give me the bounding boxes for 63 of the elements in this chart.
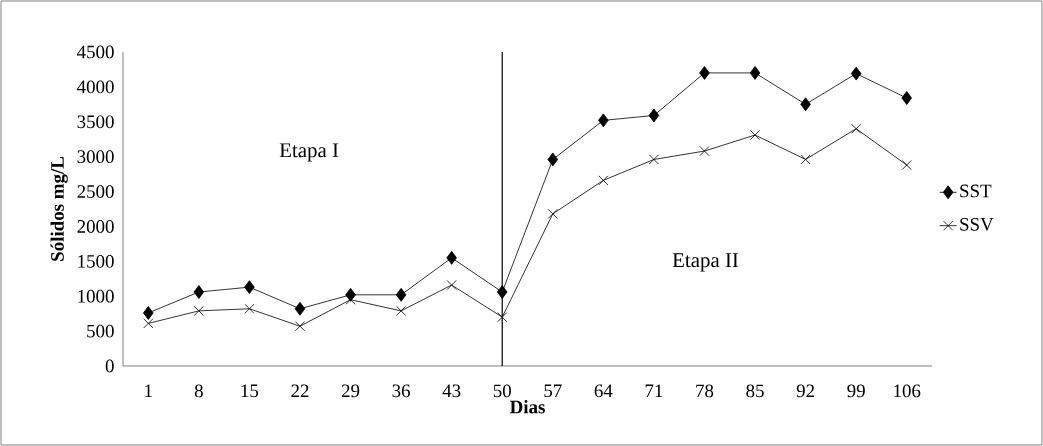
y-tick-label: 2000 (77, 220, 114, 233)
y-tick-label: 1000 (78, 289, 114, 303)
point (396, 305, 407, 316)
point (699, 66, 710, 80)
x-tick-label: 85 (746, 384, 764, 398)
point (901, 91, 912, 105)
point (193, 285, 205, 299)
y-tick-label: 3500 (77, 115, 114, 129)
x-tick-label: 50 (493, 384, 511, 398)
point (598, 113, 609, 128)
x-tick-label: 8 (194, 384, 203, 398)
x-tick-label: 22 (291, 384, 309, 398)
point (497, 312, 508, 323)
point (143, 306, 154, 320)
point (851, 123, 862, 134)
y-tick-label: 3000 (77, 150, 114, 164)
point (699, 146, 710, 157)
x-tick-label: 78 (696, 384, 714, 398)
x-tick-label: 64 (594, 384, 613, 398)
x-tick-label: 92 (796, 384, 815, 398)
point (598, 175, 609, 186)
point (749, 66, 761, 80)
point (850, 66, 862, 81)
point (648, 108, 660, 123)
x-tick-label: 57 (544, 384, 562, 398)
point (800, 154, 811, 165)
legend-label: SST (960, 184, 992, 198)
x-tick-label: 29 (341, 384, 360, 398)
annotation: Etapa I (279, 143, 339, 162)
point (648, 154, 659, 165)
point (750, 130, 761, 140)
y-axis-title: Sólidos mg/L (50, 156, 68, 261)
x-tick-label: 1 (145, 384, 152, 397)
point (294, 301, 306, 316)
x-tick-label: 71 (645, 384, 663, 397)
x-tick-label: 99 (847, 384, 865, 398)
x-tick-label: 36 (392, 384, 410, 398)
point (295, 321, 305, 332)
point (244, 280, 255, 295)
y-tick-label: 1500 (78, 254, 114, 268)
legend-label: SSV (960, 217, 994, 231)
point (446, 280, 457, 291)
point (244, 303, 255, 314)
annotation: Etapa II (672, 253, 739, 272)
x-axis-title: Dias (509, 400, 545, 414)
y-tick-label: 500 (87, 324, 114, 338)
point (345, 294, 356, 305)
y-tick-label: 4000 (77, 80, 114, 94)
x-tick-label: 15 (241, 384, 259, 398)
point (143, 318, 154, 329)
point (496, 285, 508, 299)
point (547, 152, 559, 167)
y-tick-label: 4500 (77, 45, 114, 59)
point (395, 287, 407, 302)
y-tick-label: 2500 (77, 185, 114, 198)
y-tick-label: 0 (105, 359, 114, 373)
x-tick-label: 106 (894, 384, 921, 398)
point (446, 250, 457, 265)
point (901, 160, 912, 170)
point (800, 97, 811, 112)
point (193, 305, 204, 316)
point (547, 208, 558, 219)
x-tick-label: 43 (442, 384, 461, 398)
